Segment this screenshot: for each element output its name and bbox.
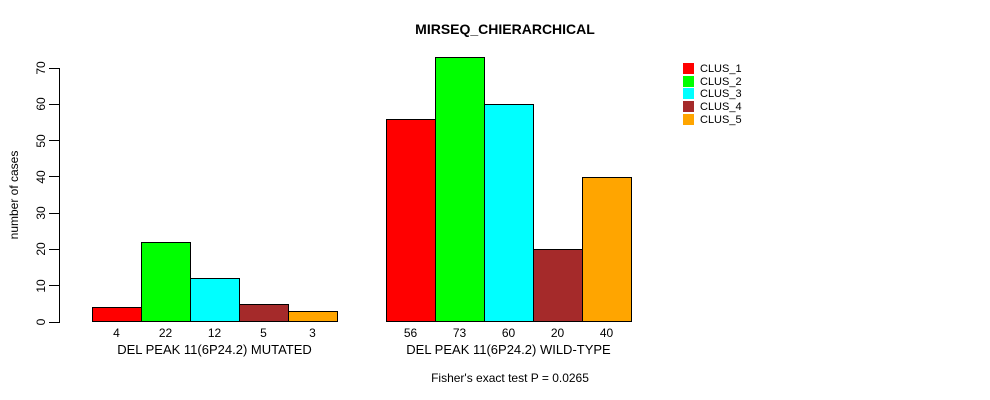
legend-item-label: CLUS_4	[700, 101, 742, 113]
bar-value-label: 40	[599, 326, 614, 340]
bar-value-label: 5	[260, 326, 267, 340]
y-tick	[49, 103, 59, 105]
legend-color-swatch	[683, 114, 694, 125]
y-tick-label: 50	[34, 133, 48, 148]
y-tick-label: 60	[34, 97, 48, 111]
bar-value-label: 3	[309, 326, 316, 340]
bar-value-label: 22	[158, 326, 173, 340]
y-tick-label: 70	[34, 61, 48, 75]
y-tick	[49, 321, 59, 323]
y-tick-label: 0	[34, 318, 48, 326]
bar-clus_3	[190, 278, 240, 322]
category-label: DEL PEAK 11(6P24.2) MUTATED	[117, 342, 312, 357]
bar-clus_4	[533, 249, 583, 322]
y-tick-label: 10	[34, 279, 48, 293]
category-label: DEL PEAK 11(6P24.2) WILD-TYPE	[406, 342, 611, 357]
subtitle: Fisher's exact test P = 0.0265	[431, 371, 589, 385]
legend-color-swatch	[683, 88, 694, 99]
legend-color-swatch	[683, 76, 694, 87]
y-axis-line	[59, 68, 60, 323]
y-tick	[49, 67, 59, 69]
legend-item-label: CLUS_1	[700, 63, 742, 75]
bar-value-label: 56	[403, 326, 418, 340]
bar-clus_2	[435, 57, 485, 322]
y-tick	[49, 248, 59, 250]
bar-clus_3	[484, 104, 534, 322]
bar-value-label: 73	[452, 326, 467, 340]
legend-item-label: CLUS_3	[700, 88, 742, 100]
y-tick-label: 30	[34, 206, 48, 220]
y-tick	[49, 140, 59, 142]
chart-title: MIRSEQ_CHIERARCHICAL	[415, 21, 595, 37]
bar-clus_5	[288, 311, 338, 322]
y-tick	[49, 212, 59, 214]
y-tick	[49, 285, 59, 287]
legend-color-swatch	[683, 101, 694, 112]
bar-clus_1	[92, 307, 142, 322]
legend-color-swatch	[683, 63, 694, 74]
bar-value-label: 4	[113, 326, 120, 340]
y-tick-label: 40	[34, 170, 48, 184]
bar-value-label: 20	[550, 326, 565, 340]
bar-clus_4	[239, 304, 289, 322]
bar-clus_1	[386, 119, 436, 322]
legend-item-label: CLUS_2	[700, 76, 742, 88]
bar-clus_2	[141, 242, 191, 322]
legend-item-label: CLUS_5	[700, 114, 742, 126]
y-tick	[49, 176, 59, 178]
bar-value-label: 60	[501, 326, 516, 340]
bar-value-label: 12	[207, 326, 222, 340]
bar-clus_5	[582, 177, 632, 322]
y-tick-label: 20	[34, 242, 48, 257]
y-axis-title: number of cases	[7, 150, 21, 240]
